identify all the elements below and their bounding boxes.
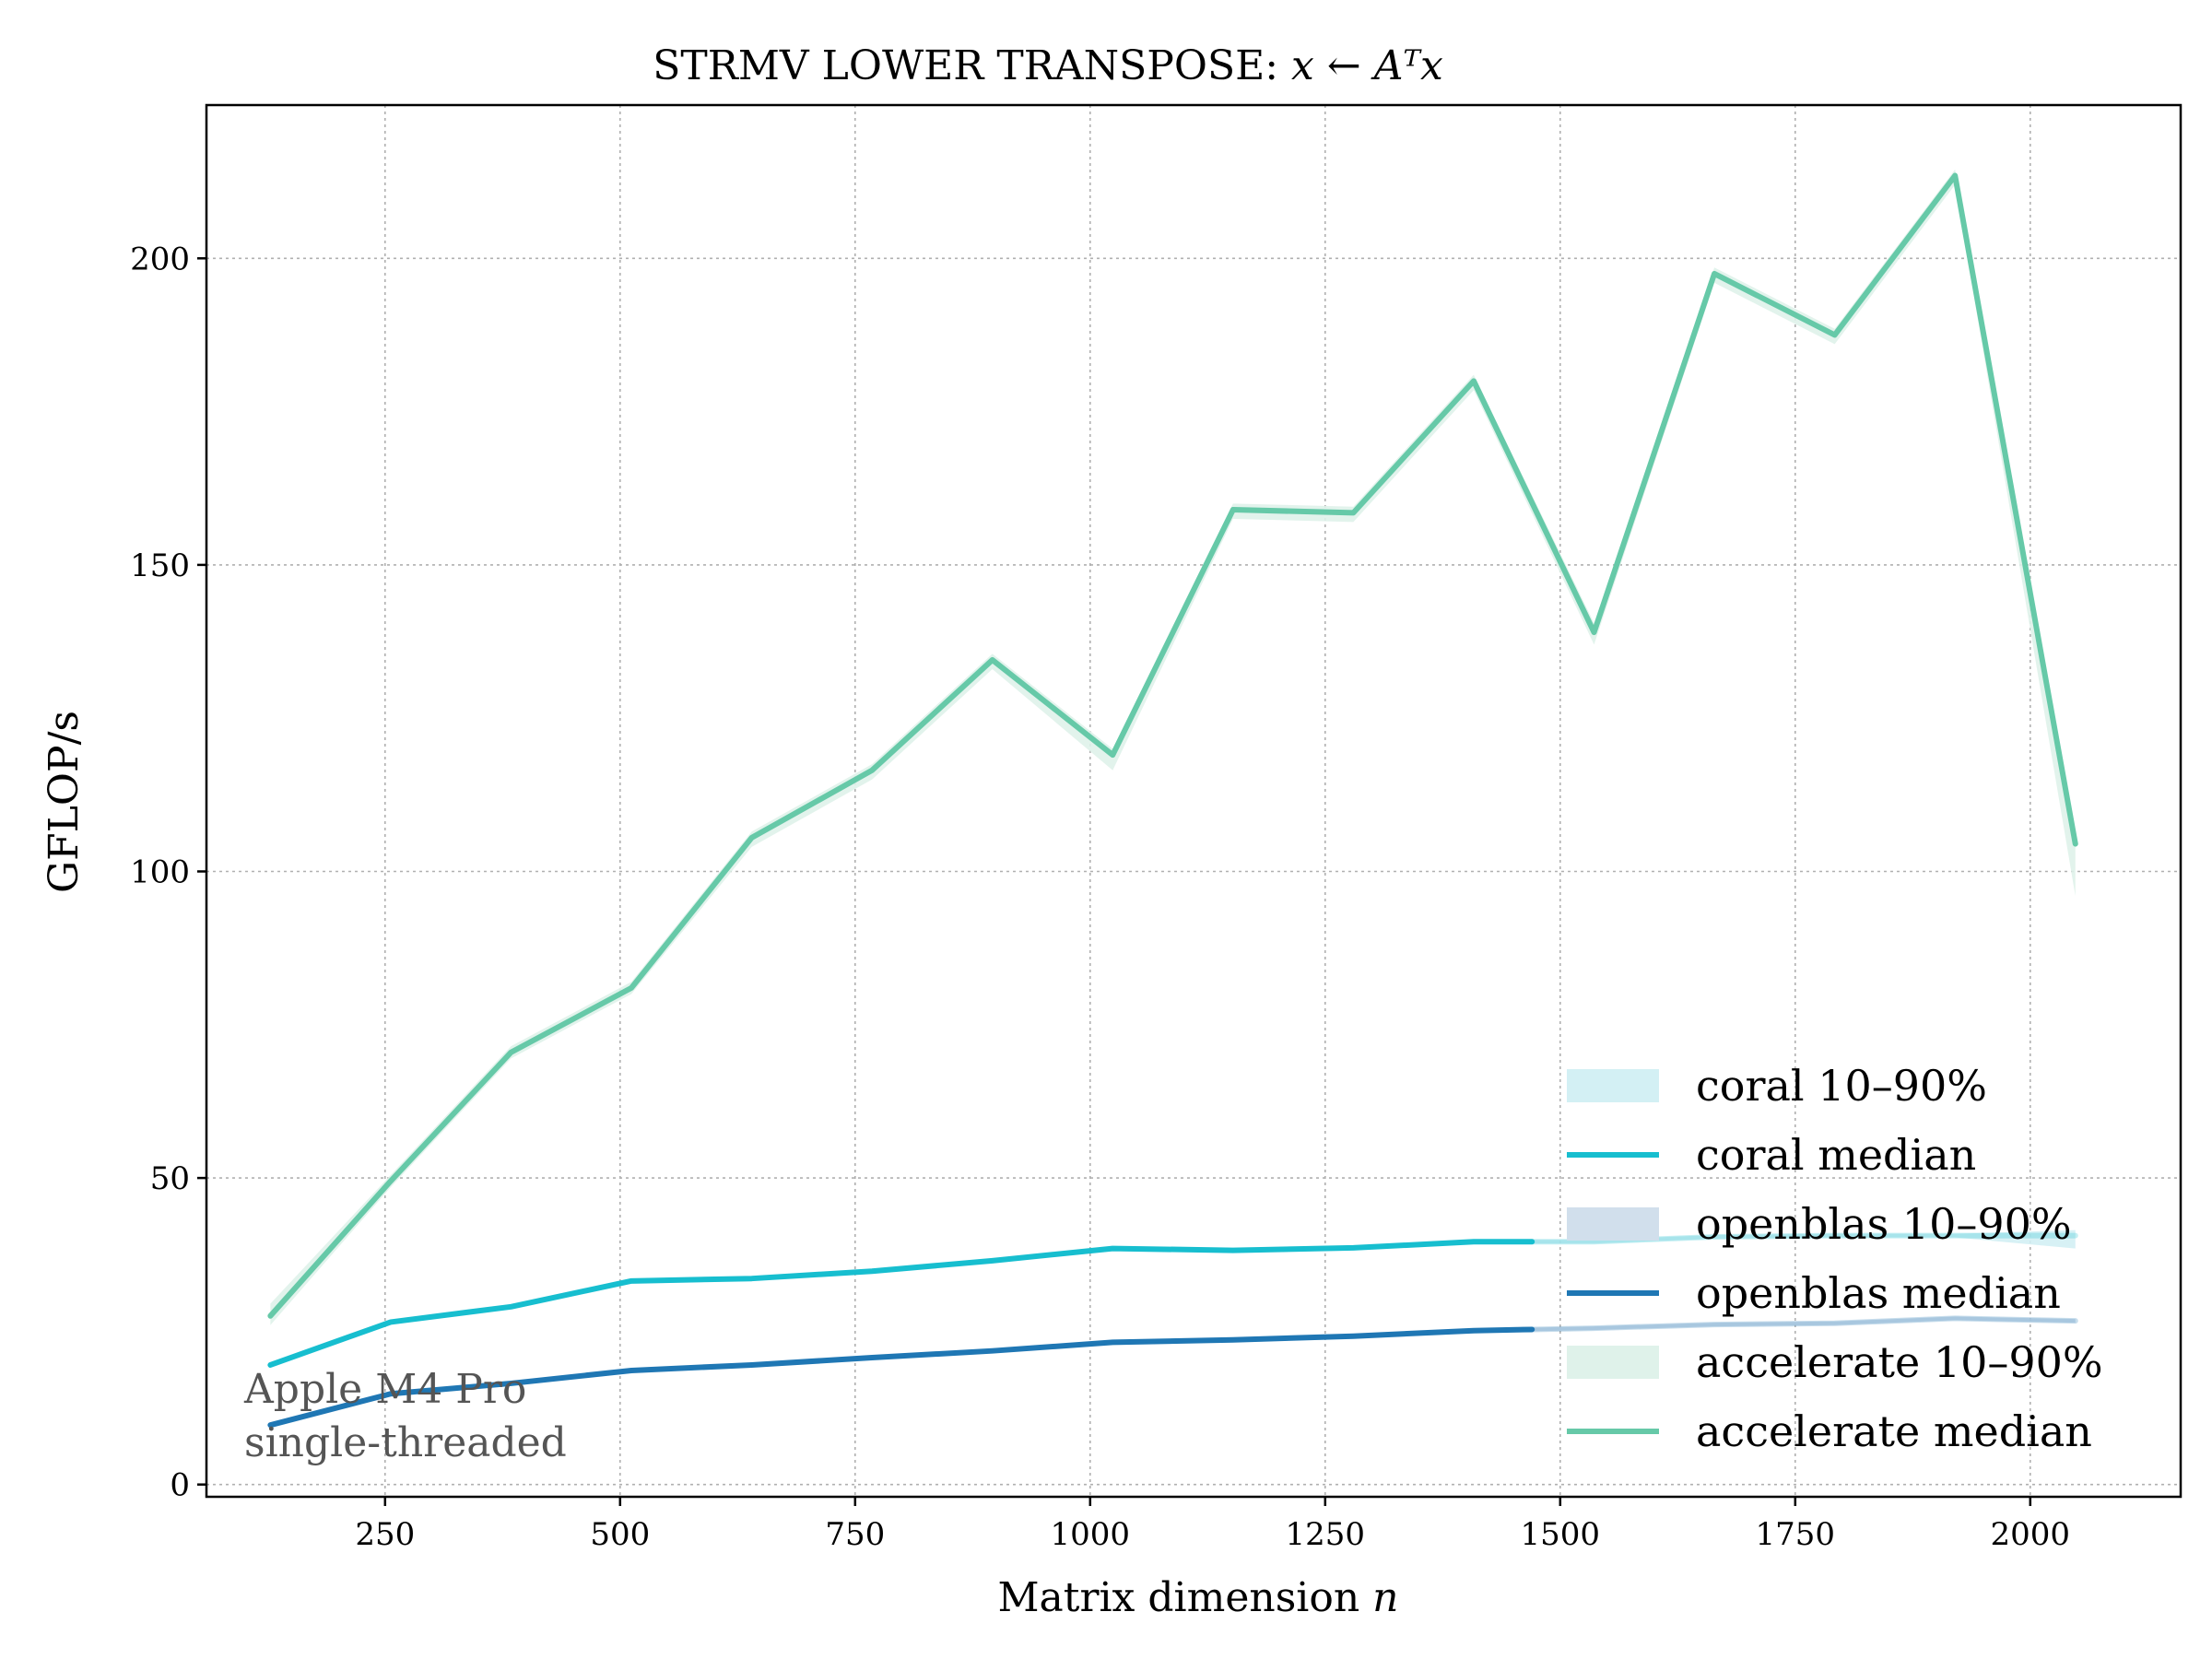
x-axis-label-math: n	[1372, 1574, 1398, 1621]
coral-median-faded-segment	[1529, 1232, 2078, 1245]
x-tick-label: 1000	[1051, 1516, 1131, 1553]
x-tick-label: 1500	[1521, 1516, 1601, 1553]
x-tick-label: 1750	[1756, 1516, 1836, 1553]
coral-median-line	[267, 1232, 2078, 1368]
accelerate-median-segment	[267, 172, 2078, 1319]
x-tick-label: 250	[355, 1516, 415, 1553]
openblas-median-line	[267, 1315, 2078, 1429]
coral-median-segment	[267, 1239, 1535, 1368]
y-tick-label: 50	[150, 1160, 190, 1197]
plot-frame	[205, 103, 2183, 1499]
x-tick-label: 2000	[1991, 1516, 2071, 1553]
y-axis-label: GFLOP/s	[41, 711, 88, 893]
y-tick-label: 100	[130, 853, 190, 890]
legend-entry-accelerate-1090: accelerate 10–90%	[1567, 1337, 2103, 1387]
chart-title-text: STRMV LOWER TRANSPOSE:	[653, 42, 1291, 89]
y-tick-label: 0	[170, 1467, 190, 1504]
legend-entry-coral-median: coral median	[1567, 1130, 1976, 1180]
accelerate-median-line	[267, 172, 2078, 1319]
legend-entry-openblas-median: openblas median	[1567, 1268, 2061, 1318]
legend-label: coral median	[1696, 1130, 1976, 1180]
y-tick-label: 150	[130, 547, 190, 584]
x-axis-label-text: Matrix dimension	[997, 1574, 1372, 1621]
x-axis-label: Matrix dimension n	[997, 1574, 1398, 1621]
openblas-median-segment	[267, 1326, 1535, 1429]
line-layer	[267, 172, 2078, 1429]
x-tick-label: 750	[825, 1516, 885, 1553]
legend-label: openblas 10–90%	[1696, 1199, 2072, 1249]
legend: coral 10–90% coral median openblas 10–90% o…	[1567, 1061, 2103, 1456]
openblas-median-faded-segment	[1529, 1315, 2078, 1333]
legend-swatch-band	[1567, 1069, 1659, 1102]
annotation-line-2: single-threaded	[244, 1419, 567, 1466]
grid-layer	[206, 105, 2181, 1497]
legend-swatch-band	[1567, 1346, 1659, 1379]
legend-label: openblas median	[1696, 1268, 2061, 1318]
annotation-line-1: Apple M4 Pro	[243, 1366, 526, 1413]
legend-label: accelerate 10–90%	[1696, 1337, 2103, 1387]
legend-label: accelerate median	[1696, 1406, 2092, 1456]
legend-entry-accelerate-median: accelerate median	[1567, 1406, 2092, 1456]
chart-title-math: x ← Aᵀx	[1291, 42, 1443, 89]
chart-title: STRMV LOWER TRANSPOSE: x ← Aᵀx	[653, 42, 1443, 89]
x-tick-label: 1250	[1286, 1516, 1366, 1553]
legend-entry-coral-1090: coral 10–90%	[1567, 1061, 1987, 1111]
y-tick-label: 200	[130, 241, 190, 277]
legend-swatch-band	[1567, 1207, 1659, 1241]
x-tick-label: 500	[590, 1516, 650, 1553]
tick-layer: 250 500 750 1000 1250 1500 1750 2000 0 50 100 150 20…	[130, 241, 2070, 1553]
legend-entry-openblas-1090: openblas 10–90%	[1567, 1199, 2072, 1249]
legend-label: coral 10–90%	[1696, 1061, 1987, 1111]
